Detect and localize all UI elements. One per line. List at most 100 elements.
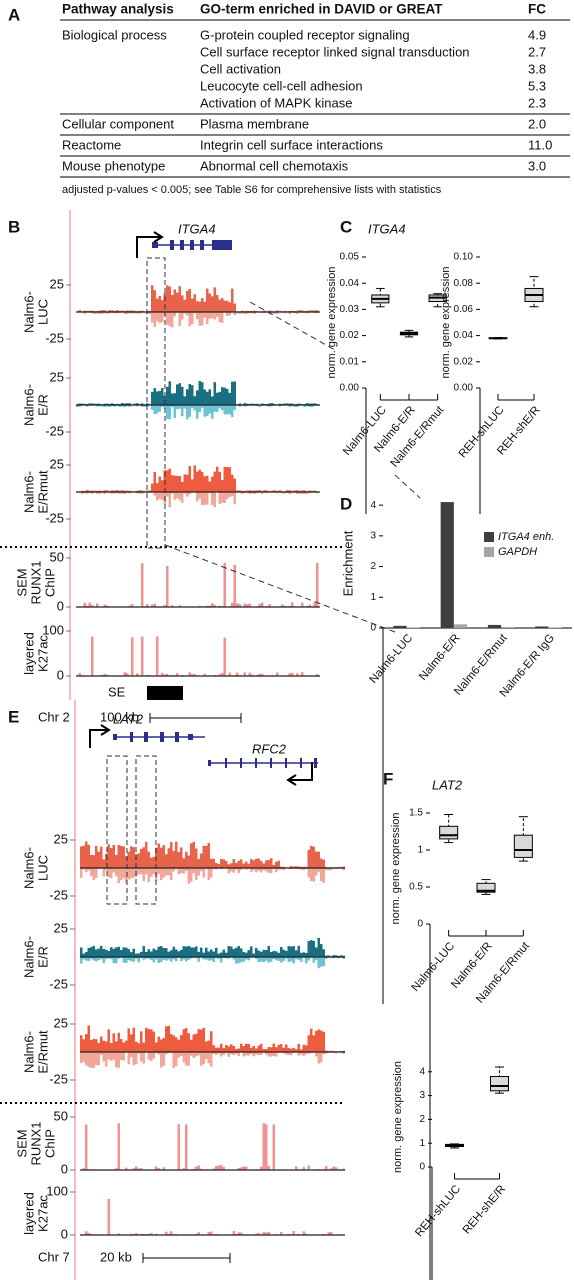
signal-bar — [195, 1033, 198, 1052]
signal-bar — [207, 951, 210, 957]
signal-bar — [181, 295, 184, 312]
signal-bar — [292, 1047, 295, 1052]
signal-bar — [238, 312, 241, 314]
signal-bar — [220, 1164, 223, 1170]
track-tick-label: -25 — [49, 976, 68, 991]
signal-bar — [105, 853, 108, 868]
signal-bar — [253, 490, 256, 492]
signal-bar — [207, 957, 210, 961]
signal-bar — [151, 405, 154, 410]
signal-bar — [170, 868, 173, 880]
signal-bar — [153, 492, 156, 496]
signal-bar — [311, 310, 314, 312]
signal-bar — [295, 1049, 298, 1052]
signal-bar — [103, 405, 106, 407]
signal-bar — [217, 1165, 220, 1170]
signal-bar — [232, 949, 235, 957]
signal-bar — [342, 1052, 345, 1055]
signal-bar — [245, 952, 248, 957]
signal-bar — [185, 957, 188, 962]
signal-bar — [208, 605, 211, 607]
signal-bar — [196, 492, 199, 502]
signal-bar — [126, 405, 129, 407]
signal-bar — [305, 1233, 308, 1235]
exon — [188, 734, 193, 740]
signal-bar — [280, 866, 283, 868]
exon — [175, 732, 179, 742]
signal-bar — [90, 854, 93, 868]
signal-bar — [305, 957, 308, 964]
signal-bar — [317, 937, 320, 957]
signal-bar — [167, 957, 170, 960]
track-tick-label: 0 — [61, 1161, 68, 1176]
signal-bar — [233, 381, 236, 405]
signal-bar — [80, 846, 83, 868]
signal-bar — [103, 490, 106, 492]
signal-bar — [301, 490, 304, 492]
gene-label: LAT2 — [113, 711, 144, 726]
signal-bar — [203, 312, 206, 318]
signal-bar — [95, 845, 98, 868]
signal-bar — [127, 1052, 130, 1065]
signal-bar — [275, 1052, 278, 1057]
signal-bar — [195, 946, 198, 957]
signal-bar — [196, 390, 199, 405]
signal-bar — [85, 841, 88, 868]
signal-bar — [230, 1044, 233, 1052]
signal-bar — [87, 957, 90, 962]
signal-bar — [157, 957, 160, 963]
signal-bar — [127, 957, 130, 961]
signal-bar — [165, 868, 168, 876]
signal-bar — [288, 405, 291, 407]
signal-bar — [87, 844, 90, 868]
signal-bar — [255, 1052, 258, 1055]
signal-bar — [152, 957, 155, 963]
signal-bar — [327, 1232, 330, 1235]
signal-bar — [126, 673, 129, 676]
signal-bar — [122, 957, 125, 963]
signal-bar — [162, 845, 165, 868]
signal-bar — [100, 1052, 103, 1055]
signal-bar — [140, 1031, 143, 1052]
signal-bar — [217, 1047, 220, 1052]
signal-bar — [265, 868, 268, 872]
signal-bar — [155, 1166, 158, 1170]
signal-bar — [325, 1052, 328, 1054]
signal-bar — [218, 405, 221, 409]
signal-bar — [95, 957, 98, 962]
signal-bar — [171, 393, 174, 405]
signal-bar — [255, 957, 258, 959]
signal-bar — [295, 866, 298, 868]
signal-bar — [125, 1040, 128, 1052]
column-header: GO-term enriched in DAVID or GREAT — [200, 2, 443, 17]
signal-bar — [330, 868, 333, 871]
signal-bar — [263, 310, 266, 312]
signal-bar — [256, 405, 259, 407]
signal-bar — [168, 405, 171, 420]
signal-bar — [181, 492, 184, 503]
signal-bar — [257, 950, 260, 957]
signal-bar — [110, 1052, 113, 1061]
signal-bar — [88, 490, 91, 492]
signal-bar — [311, 405, 314, 407]
signal-bar — [301, 602, 304, 607]
signal-bar — [147, 949, 150, 957]
signal-bar — [211, 405, 214, 419]
signal-bar — [325, 1050, 328, 1052]
signal-bar — [187, 1052, 190, 1066]
signal-bar — [280, 957, 283, 963]
signal-bar — [317, 851, 320, 868]
signal-bar — [320, 858, 323, 868]
signal-bar — [92, 855, 95, 868]
signal-bar — [130, 1052, 133, 1058]
signal-bar — [152, 856, 155, 868]
signal-bar — [322, 859, 325, 868]
signal-bar — [103, 310, 106, 312]
signal-bar — [197, 868, 200, 876]
signal-bar — [112, 1033, 115, 1052]
signal-bar — [251, 492, 254, 494]
signal-bar — [203, 476, 206, 492]
signal-bar — [108, 405, 111, 407]
signal-bar — [285, 950, 288, 957]
signal-bar — [193, 674, 196, 676]
